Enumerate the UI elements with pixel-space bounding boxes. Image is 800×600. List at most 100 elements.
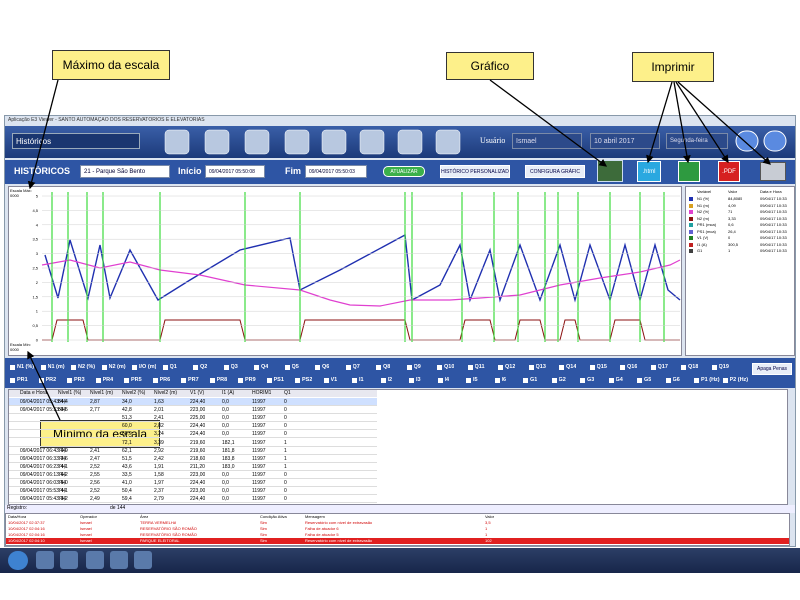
config-button[interactable]: CONFIGURA GRÁFIC: [525, 165, 585, 178]
pen-checkbox[interactable]: [620, 365, 625, 370]
pen-checkbox[interactable]: [162, 365, 168, 370]
pen-label: Q12: [505, 364, 516, 370]
table-cell: 2,55: [90, 471, 100, 478]
pen-checkbox[interactable]: [10, 378, 15, 383]
pen-checkbox[interactable]: [124, 378, 129, 383]
pen-checkbox[interactable]: [238, 378, 243, 383]
taskbar: [0, 548, 800, 573]
table-cell: 83,5: [58, 407, 68, 414]
pen-checkbox[interactable]: [209, 378, 215, 383]
taskbar-icon[interactable]: [60, 551, 78, 569]
pen-label: PR5: [131, 377, 142, 383]
taskbar-icon[interactable]: [86, 551, 104, 569]
pen-checkbox[interactable]: [523, 378, 528, 383]
clear-pens-button[interactable]: Apaga Penas: [752, 363, 792, 375]
pen-checkbox[interactable]: [38, 378, 44, 383]
table-cell: 211,20: [190, 463, 205, 470]
scale-min[interactable]: Escala Mín: 0000: [10, 342, 31, 352]
legend-cell: 09/04/17 10:33: [760, 248, 787, 253]
scale-max[interactable]: Escala Máx: 0000: [10, 188, 32, 198]
table-cell: 76,2: [58, 471, 68, 478]
alarm-cell: 10/04/2017 02:04:16: [8, 532, 45, 537]
table-cell: 11997: [252, 488, 266, 495]
pen-checkbox[interactable]: [67, 378, 72, 383]
pen-checkbox[interactable]: [681, 365, 686, 370]
pen-label: Q2: [200, 364, 208, 370]
table-cell: 11997: [252, 415, 266, 422]
pen-checkbox[interactable]: [494, 378, 500, 383]
table-cell: 33,5: [122, 471, 132, 478]
pen-checkbox[interactable]: [467, 365, 473, 370]
station-dropdown[interactable]: 21 - Parque São Bento: [80, 165, 170, 178]
pen-checkbox[interactable]: [345, 365, 351, 370]
menu-dropdown[interactable]: Históricos: [12, 133, 140, 149]
pen-checkbox[interactable]: [650, 365, 656, 370]
pen-checkbox[interactable]: [637, 378, 642, 383]
alarm-cell: PARQUE ELEITORAL: [140, 538, 180, 543]
pen-checkbox[interactable]: [40, 365, 46, 370]
legend-cell: 71: [728, 209, 733, 214]
taskbar-icon[interactable]: [36, 551, 54, 569]
pen-checkbox[interactable]: [711, 365, 717, 370]
pen-checkbox[interactable]: [665, 378, 671, 383]
alarm-cell: RESERVATÓRIO SÃO ROMÃO: [140, 532, 197, 537]
pen-checkbox[interactable]: [608, 378, 614, 383]
pen-checkbox[interactable]: [376, 365, 381, 370]
start-field[interactable]: 09/04/2017 05:50:08: [205, 165, 265, 178]
pen-checkbox[interactable]: [295, 378, 300, 383]
pen-checkbox[interactable]: [223, 365, 229, 370]
table-cell: 0: [284, 423, 287, 430]
pen-checkbox[interactable]: [580, 378, 585, 383]
legend-cell: PS1 (mca): [697, 228, 716, 234]
pen-checkbox[interactable]: [10, 365, 15, 370]
pen-checkbox[interactable]: [498, 365, 503, 370]
pen-checkbox[interactable]: [694, 378, 699, 383]
pen-checkbox[interactable]: [284, 365, 290, 370]
excel-button[interactable]: [678, 161, 700, 182]
custom-button[interactable]: HISTÓRICO PERSONALIZAD: [440, 165, 510, 178]
refresh-button[interactable]: ATUALIZAR: [383, 166, 425, 177]
pen-checkbox[interactable]: [132, 365, 137, 370]
pen-checkbox[interactable]: [71, 365, 76, 370]
print-button[interactable]: [760, 162, 786, 181]
pen-label: PR3: [74, 377, 85, 383]
pen-checkbox[interactable]: [722, 378, 728, 383]
pen-checkbox[interactable]: [266, 378, 272, 383]
pen-checkbox[interactable]: [437, 365, 442, 370]
pen-checkbox[interactable]: [181, 378, 186, 383]
record-label: Registro:: [7, 505, 28, 511]
html-button[interactable]: .html: [637, 161, 661, 182]
pen-checkbox[interactable]: [152, 378, 158, 383]
pen-label: G4: [615, 377, 623, 383]
table-cell: 1,63: [154, 399, 164, 405]
pen-checkbox[interactable]: [406, 365, 412, 370]
pen-checkbox[interactable]: [193, 365, 198, 370]
taskbar-icon[interactable]: [110, 551, 128, 569]
pen-checkbox[interactable]: [559, 365, 564, 370]
pen-label: N2 (%): [78, 364, 96, 370]
taskbar-icon[interactable]: [134, 551, 152, 569]
legend-cell: 09/04/17 10:33: [760, 228, 787, 234]
pen-checkbox[interactable]: [466, 378, 471, 383]
pen-checkbox[interactable]: [95, 378, 101, 383]
pen-checkbox[interactable]: [589, 365, 595, 370]
pen-checkbox[interactable]: [323, 378, 329, 383]
pen-checkbox[interactable]: [409, 378, 414, 383]
table-cell: 183,8: [222, 455, 235, 462]
pen-checkbox[interactable]: [528, 365, 534, 370]
chart-button[interactable]: [597, 160, 623, 182]
pen-label: PR9: [245, 377, 256, 383]
pdf-button[interactable]: .PDF: [718, 161, 740, 182]
start-button[interactable]: [8, 551, 28, 570]
pen-checkbox[interactable]: [315, 365, 320, 370]
pen-checkbox[interactable]: [551, 378, 557, 383]
table-cell: 0,0: [222, 496, 229, 503]
pen-checkbox[interactable]: [101, 365, 107, 370]
end-field[interactable]: 09/04/2017 05:50:03: [305, 165, 367, 178]
pen-checkbox[interactable]: [437, 378, 443, 383]
pen-checkbox[interactable]: [352, 378, 357, 383]
pen-checkbox[interactable]: [380, 378, 386, 383]
pen-checkbox[interactable]: [254, 365, 259, 370]
user-label: Usuário: [480, 136, 506, 145]
